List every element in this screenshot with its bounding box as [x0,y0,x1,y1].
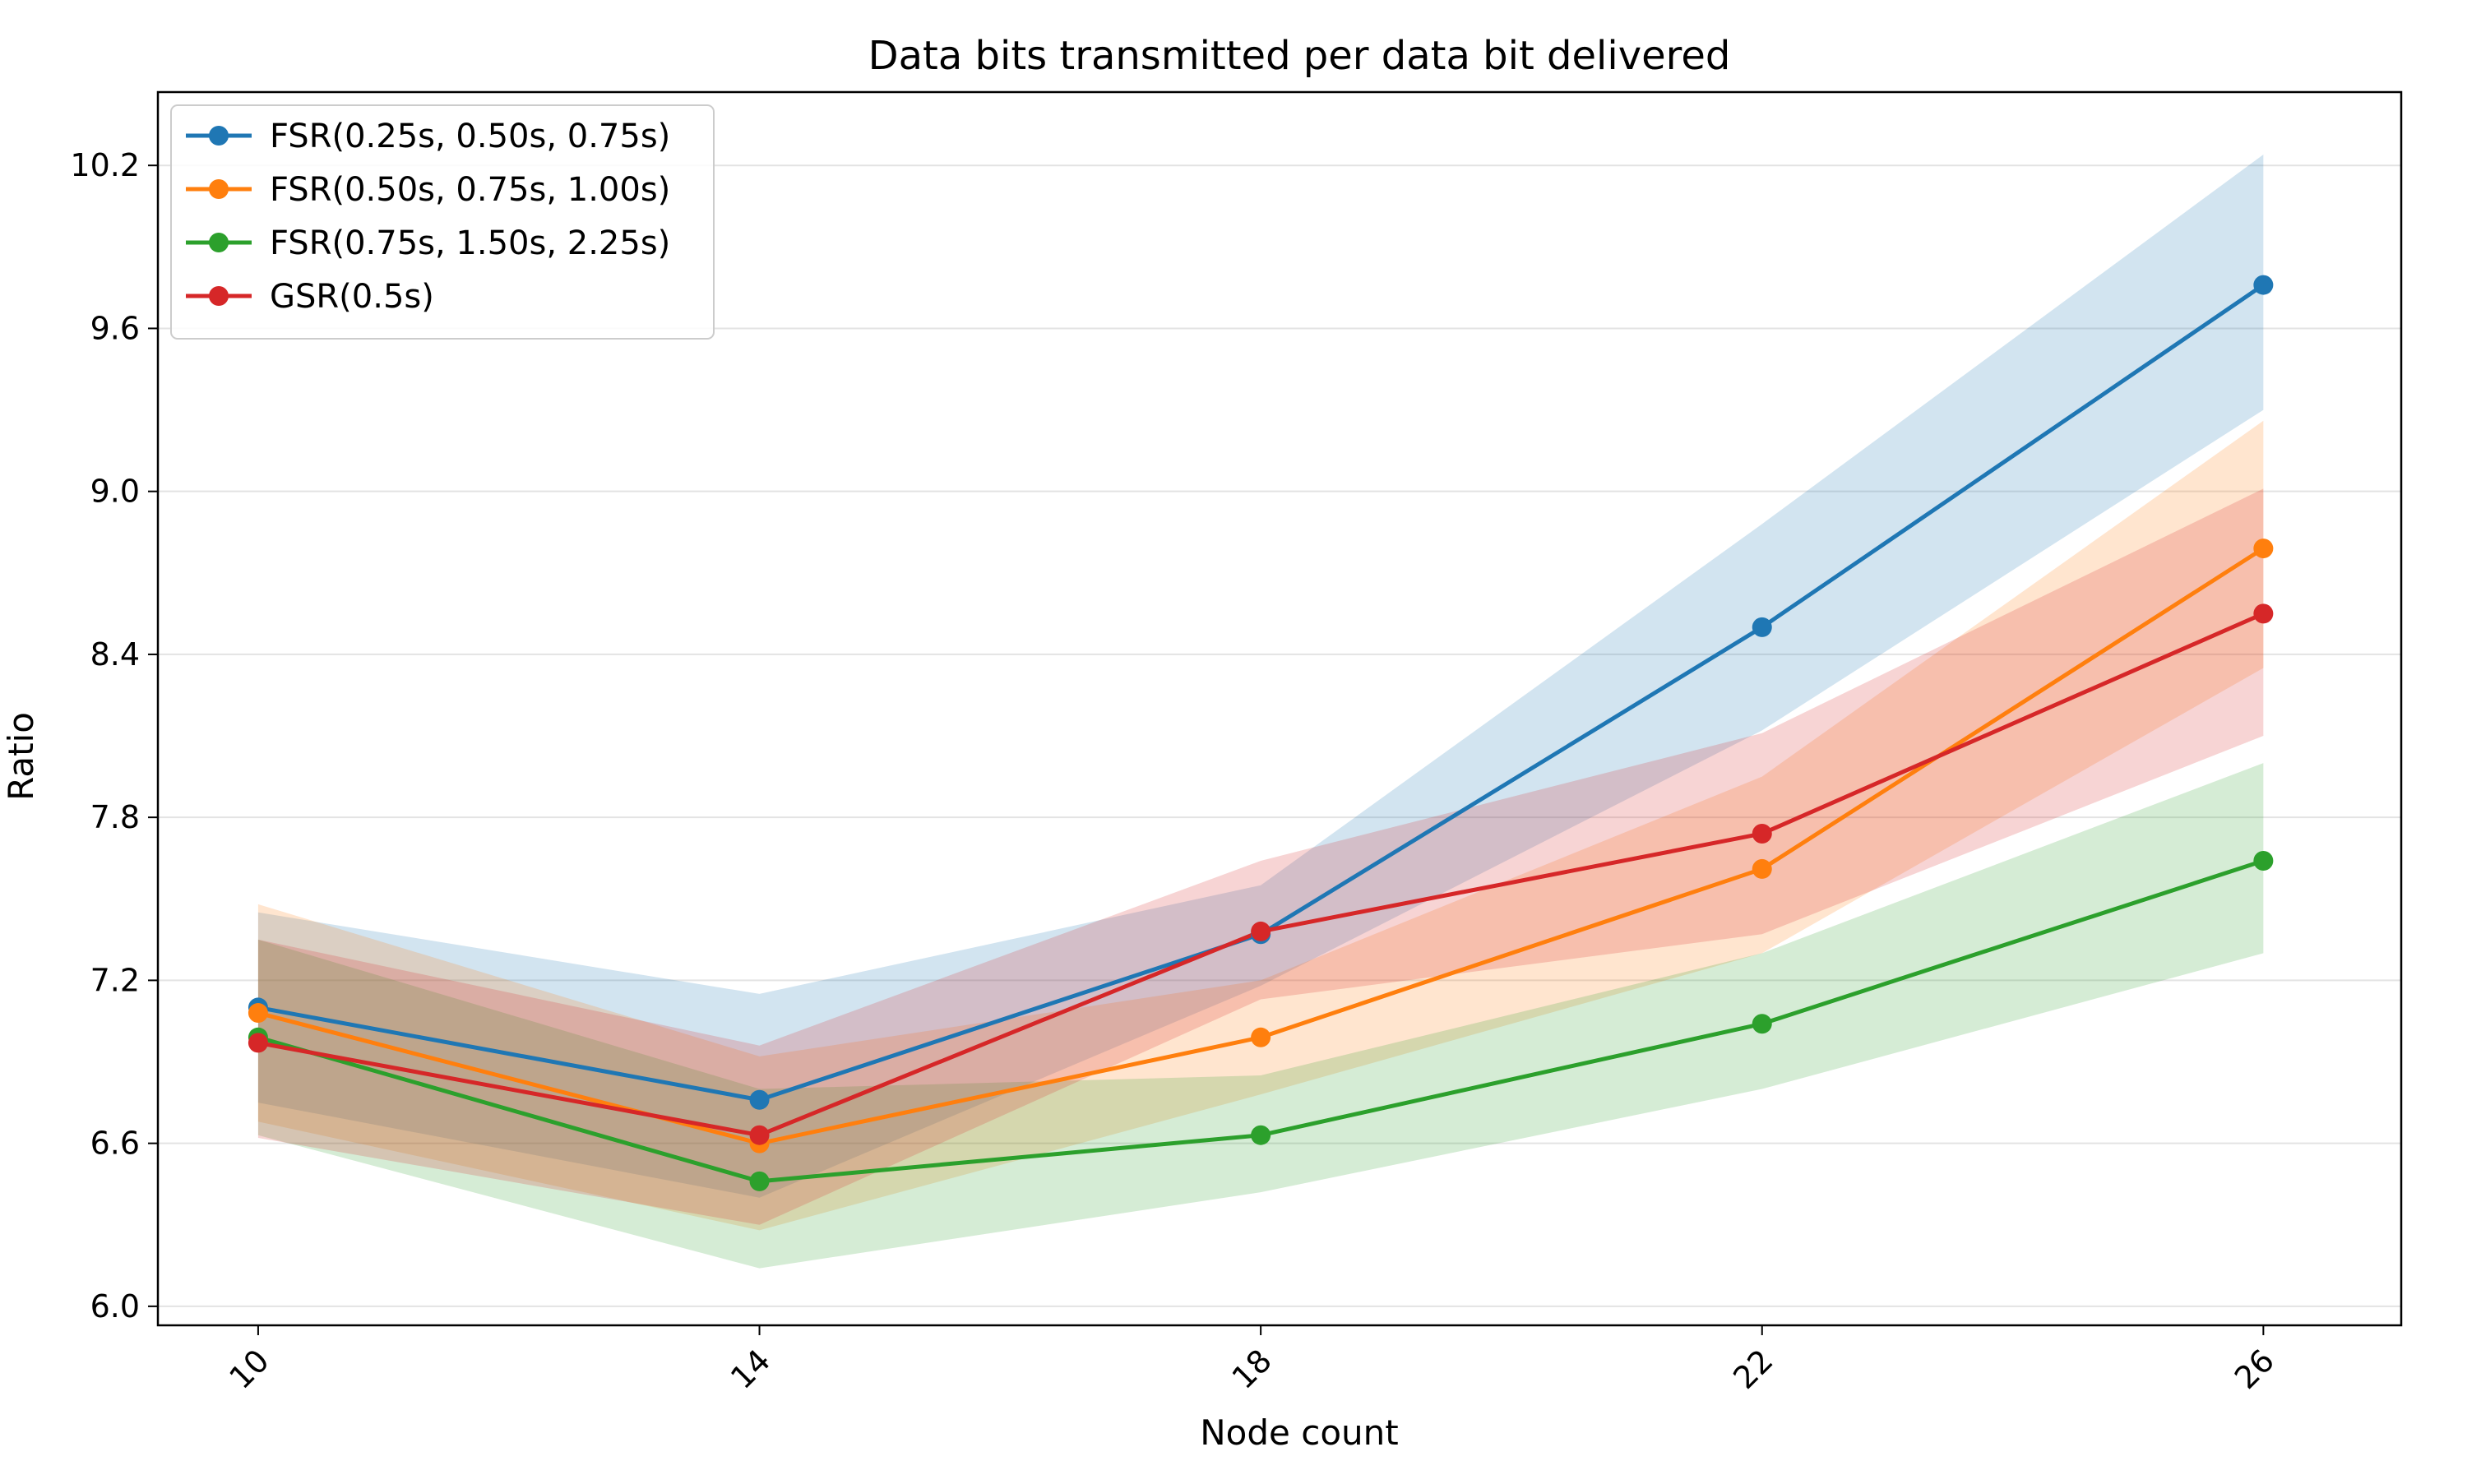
y-tick-label: 6.0 [90,1288,140,1325]
data-point [248,1003,268,1024]
plot-frame [156,90,2403,1327]
legend-label: FSR(0.25s, 0.50s, 0.75s) [270,118,670,155]
data-point [2253,539,2274,559]
legend-label: FSR(0.50s, 0.75s, 1.00s) [270,171,670,209]
y-tick-label: 9.0 [90,474,140,510]
data-point [1752,617,1772,637]
y-tick-label: 7.8 [90,799,140,835]
data-point [749,1171,770,1191]
data-point [1251,921,1271,941]
data-point [2253,603,2274,624]
series-points [248,275,2274,1191]
data-point [749,1089,770,1110]
legend-swatch-marker [209,126,229,146]
y-tick-label: 9.6 [90,310,140,346]
x-axis-label: Node count [1200,1412,1398,1453]
data-point [1251,1027,1271,1047]
confidence-band [257,488,2264,1225]
data-point [749,1125,770,1145]
legend-swatch-marker [209,286,229,306]
y-tick-label: 7.2 [90,962,140,998]
data-point [1752,1014,1772,1034]
data-point [2253,275,2274,295]
legend: FSR(0.25s, 0.50s, 0.75s) FSR(0.50s, 0.75s… [170,104,715,340]
y-tick-label: 6.6 [90,1126,140,1162]
y-axis-label: Ratio [1,712,41,801]
legend-swatch-marker [209,233,229,252]
data-point [248,1033,268,1053]
data-point [1251,1125,1271,1145]
legend-swatch-marker [209,179,229,199]
data-point [1752,823,1772,844]
data-point [2253,851,2274,871]
chart-title: Data bits transmitted per data bit deliv… [868,33,1731,79]
y-tick-label: 8.4 [90,636,140,673]
data-point [1752,858,1772,879]
legend-label: GSR(0.5s) [270,278,434,316]
legend-label: FSR(0.75s, 1.50s, 2.25s) [270,224,670,262]
y-tick-label: 10.2 [70,147,140,183]
confidence-band [257,420,2264,1231]
legend-box [170,104,715,340]
